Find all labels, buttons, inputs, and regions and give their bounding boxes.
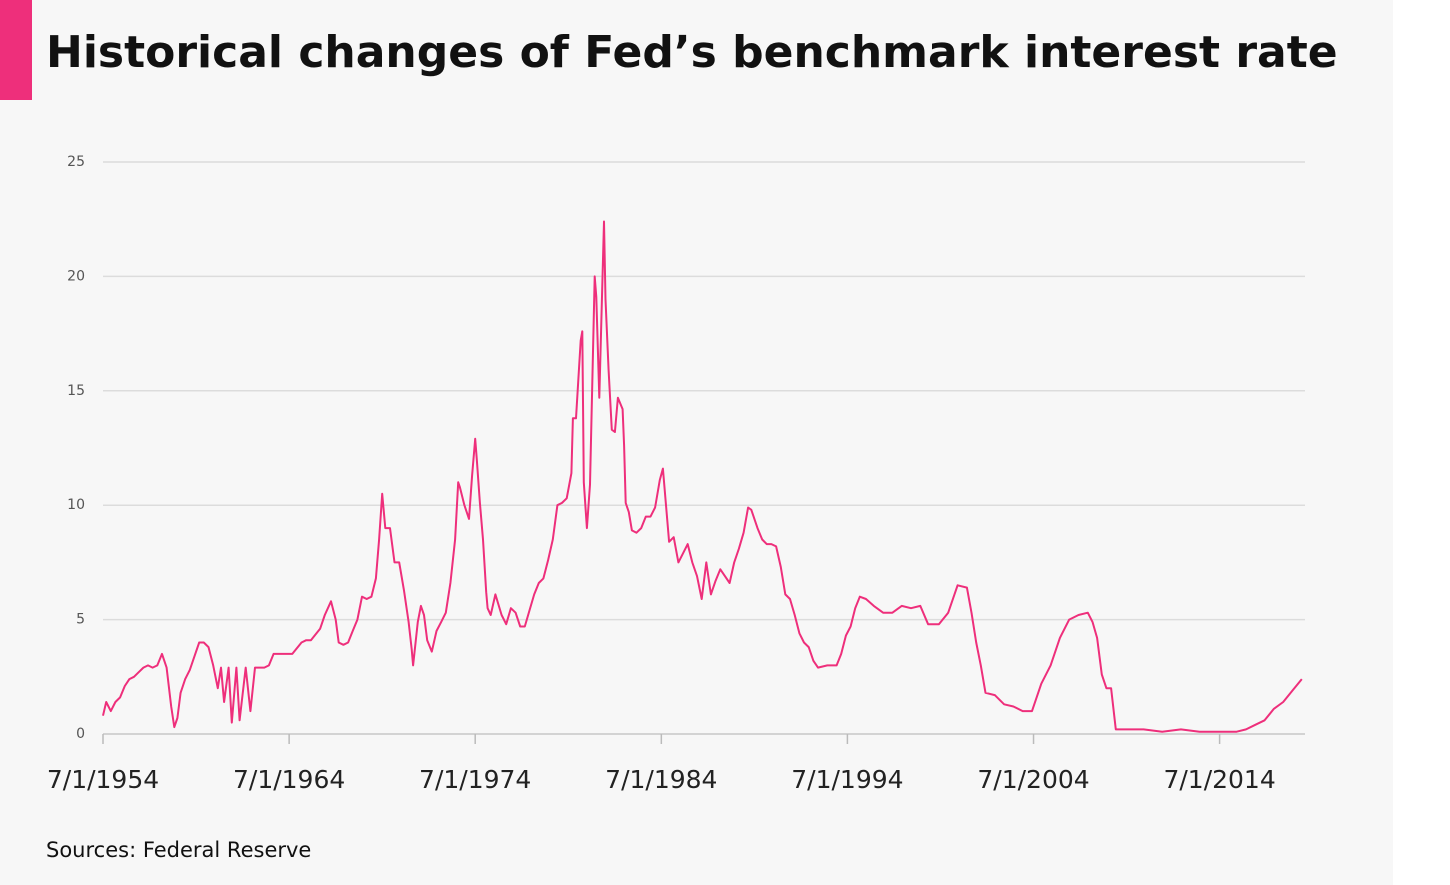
x-tick-label: 7/1/1954 [47, 765, 159, 794]
background [0, 0, 1393, 885]
y-tick-label: 10 [67, 497, 85, 513]
source-note: Sources: Federal Reserve [46, 838, 311, 862]
y-tick-label: 5 [76, 612, 85, 628]
chart-title: Historical changes of Fed’s benchmark in… [46, 27, 1338, 78]
x-tick-label: 7/1/1994 [791, 765, 903, 794]
y-tick-label: 0 [76, 726, 85, 742]
y-tick-label: 15 [67, 383, 85, 399]
x-tick-label: 7/1/1974 [419, 765, 531, 794]
x-tick-label: 7/1/1984 [605, 765, 717, 794]
x-tick-label: 7/1/2014 [1163, 765, 1275, 794]
x-tick-label: 7/1/2004 [977, 765, 1089, 794]
rate-line [102, 220, 1303, 733]
x-tick-label: 7/1/1964 [233, 765, 345, 794]
y-tick-label: 25 [67, 154, 85, 170]
accent-bar [0, 0, 32, 100]
y-tick-label: 20 [67, 268, 85, 284]
